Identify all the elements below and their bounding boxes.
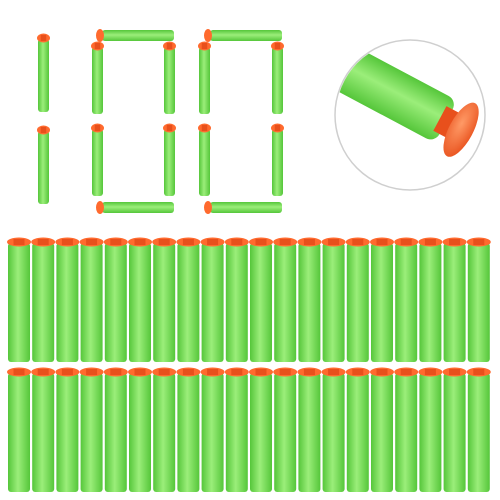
dart-row1-17	[394, 237, 419, 362]
zoom-detail-circle	[332, 39, 486, 191]
dart-row2-16	[370, 367, 394, 492]
digit-zero-a-dart-left-upper	[91, 41, 104, 114]
digit-zero-b-dart-left-lower	[198, 123, 211, 196]
digit-one-dart-lower	[37, 125, 50, 204]
dart-row1-1	[7, 237, 31, 362]
dart-row2-2	[31, 367, 56, 492]
dart-row1-19	[442, 237, 467, 362]
dart-row1-15	[345, 237, 370, 362]
suction-cup-tip	[443, 102, 479, 157]
dart-row2-20	[466, 367, 491, 492]
digit-zero-a-dart-right-upper	[163, 41, 176, 114]
dart-row2-4	[79, 367, 104, 492]
dart-row1-18	[418, 237, 443, 362]
dart-row2-6	[128, 367, 152, 492]
number-100-made-of-darts	[37, 29, 284, 214]
dart-row2-1	[7, 367, 31, 492]
digit-zero-b-dart-bottom	[204, 201, 282, 214]
digit-zero-a-dart-left-lower	[91, 123, 104, 196]
dart-row2-5	[103, 367, 128, 492]
dart-row1-3	[55, 237, 80, 362]
dart-row2-11	[249, 367, 273, 492]
dart-row2-12	[273, 367, 298, 492]
digit-zero-b-dart-top	[204, 29, 282, 42]
dart-row1-2	[31, 237, 56, 362]
dart-row2-8	[176, 367, 201, 492]
dart-row1-10	[224, 237, 249, 362]
dart-row2-17	[394, 367, 419, 492]
dart-row2-3	[55, 367, 80, 492]
dart-row1-8	[176, 237, 201, 362]
dart-row1-5	[103, 237, 128, 362]
digit-zero-a-dart-right-lower	[163, 123, 176, 196]
dart-row1-16	[370, 237, 394, 362]
dart-row2-7	[152, 367, 177, 492]
dart-row1-14	[321, 237, 346, 362]
dart-row1-9	[200, 237, 225, 362]
dart-row1-7	[152, 237, 177, 362]
dart-row2-14	[321, 367, 346, 492]
digit-one-dart-upper	[37, 33, 50, 112]
dart-row1-12	[273, 237, 298, 362]
digit-zero-a-dart-top	[96, 29, 174, 42]
digit-zero-b-dart-left-upper	[198, 41, 211, 114]
zoomed-dart	[332, 47, 479, 157]
dart-row1-6	[128, 237, 152, 362]
dart-row1-20	[466, 237, 491, 362]
dart-row2-9	[200, 367, 225, 492]
dart-row1-11	[249, 237, 273, 362]
dart-row2-13	[297, 367, 322, 492]
dart-row1-4	[79, 237, 104, 362]
dart-row2-18	[418, 367, 443, 492]
dart-row2-19	[442, 367, 467, 492]
digit-zero-a-dart-bottom	[96, 201, 174, 214]
dart-row2-15	[345, 367, 370, 492]
dart-row2-10	[224, 367, 249, 492]
digit-zero-b-dart-right-upper	[271, 41, 284, 114]
digit-zero-b-dart-right-lower	[271, 123, 284, 196]
dart-rows	[7, 237, 491, 492]
dart-row1-13	[297, 237, 322, 362]
